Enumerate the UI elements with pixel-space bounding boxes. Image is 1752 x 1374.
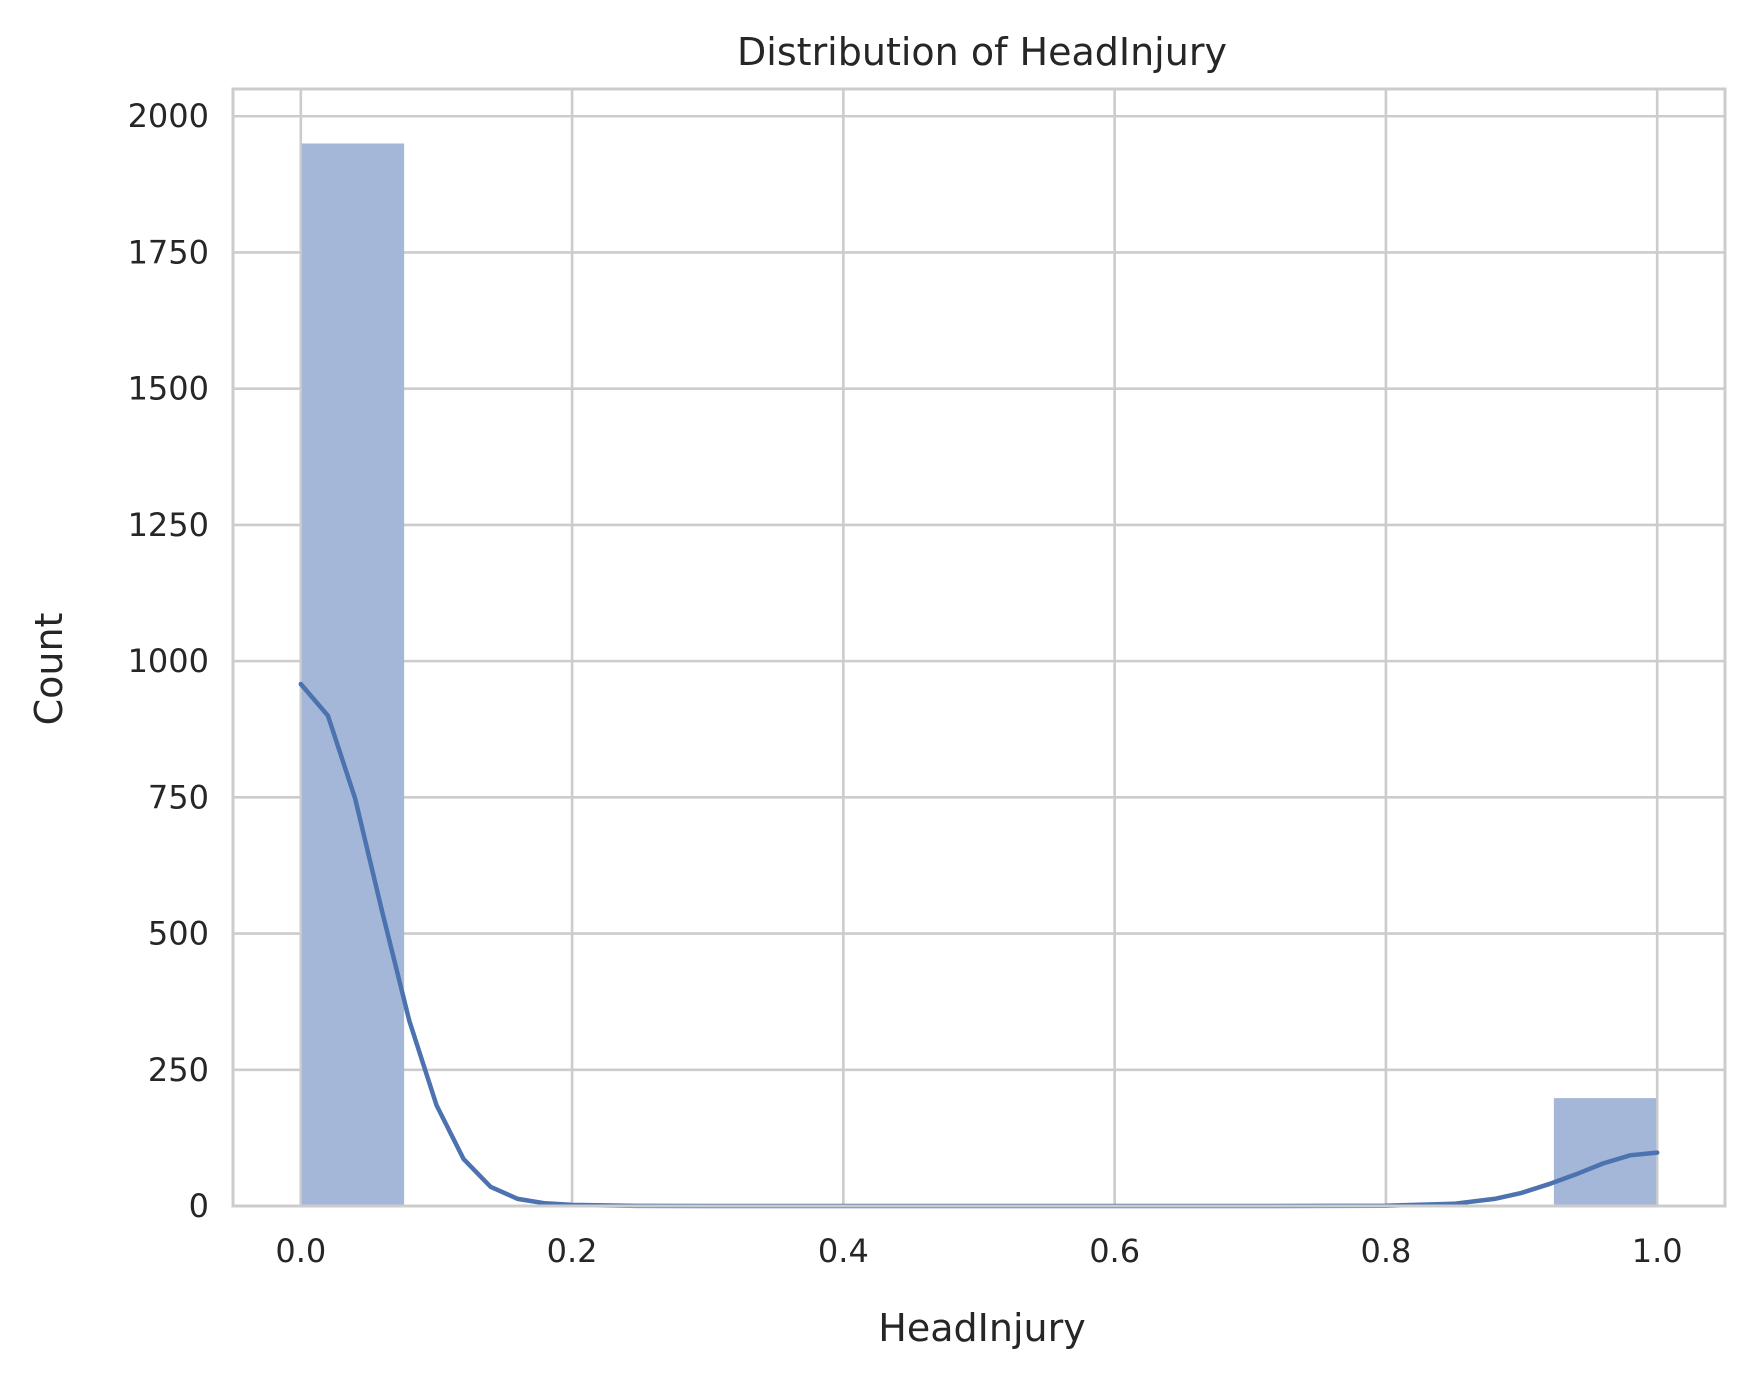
y-tick-label: 0 xyxy=(189,1187,209,1225)
y-tick-labels: 0 250 500 750 1000 1250 1500 1750 2000 xyxy=(128,97,209,1225)
x-tick-label: 0.6 xyxy=(1089,1232,1140,1270)
y-tick-label: 2000 xyxy=(128,97,209,135)
y-tick-label: 500 xyxy=(148,915,209,953)
y-tick-label: 1500 xyxy=(128,370,209,408)
x-tick-label: 0.0 xyxy=(275,1232,326,1270)
histogram-bar-0 xyxy=(301,143,405,1207)
x-axis-label: HeadInjury xyxy=(878,1306,1085,1350)
x-tick-labels: 0.0 0.2 0.4 0.6 0.8 1.0 xyxy=(275,1232,1682,1270)
x-tick-label: 0.2 xyxy=(547,1232,598,1270)
y-tick-label: 1750 xyxy=(128,233,209,271)
kde-curve xyxy=(298,681,1660,1209)
grid-lines xyxy=(233,89,1725,1208)
x-tick-label: 0.4 xyxy=(818,1232,869,1270)
x-tick-label: 1.0 xyxy=(1632,1232,1683,1270)
histogram-bar-1 xyxy=(1553,1098,1657,1206)
plot-frame xyxy=(231,87,1727,1208)
y-tick-label: 250 xyxy=(148,1051,209,1089)
y-tick-label: 750 xyxy=(148,778,209,816)
chart-title: Distribution of HeadInjury xyxy=(737,30,1227,74)
y-tick-label: 1250 xyxy=(128,506,209,544)
y-axis-label: Count xyxy=(27,613,71,726)
x-tick-label: 0.8 xyxy=(1360,1232,1411,1270)
histogram-bars xyxy=(301,143,1657,1207)
y-tick-label: 1000 xyxy=(128,642,209,680)
